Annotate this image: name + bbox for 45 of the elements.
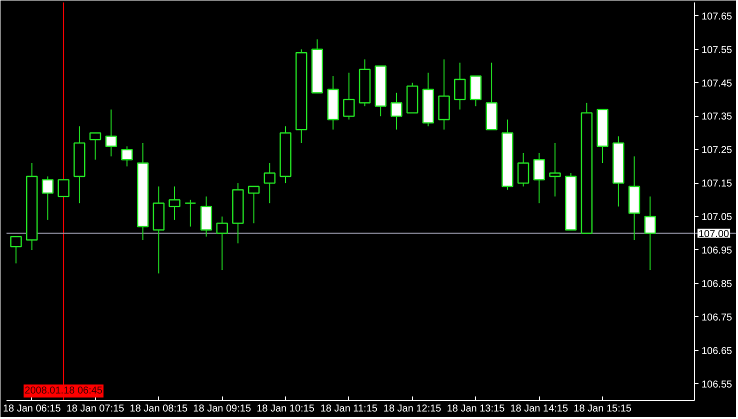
candlestick xyxy=(184,199,196,228)
ref-line-label: 2008.01.18 06:45 xyxy=(24,386,103,396)
candlestick xyxy=(343,72,355,120)
candlestick xyxy=(644,196,656,271)
y-tick-label: 107.65 xyxy=(702,11,733,22)
candlestick xyxy=(438,58,450,130)
y-tick-label: 107.45 xyxy=(702,78,733,90)
candlestick xyxy=(200,196,212,238)
candlestick xyxy=(89,132,102,160)
candlestick xyxy=(216,216,228,271)
y-tick-label: 106.55 xyxy=(702,379,733,390)
y-tick-label: 106.75 xyxy=(702,312,733,324)
candlestick xyxy=(470,75,482,107)
candlestick xyxy=(248,186,260,224)
ref-line-label: 107.00 xyxy=(698,228,730,240)
candlestick xyxy=(42,176,54,220)
y-tick-label: 106.65 xyxy=(702,346,733,357)
candlestick xyxy=(10,236,22,264)
candlestick xyxy=(58,179,70,198)
x-tick-label: 18 Jan 07:15 xyxy=(66,404,125,414)
y-tick-label: 106.85 xyxy=(702,278,733,290)
x-tick-label: 18 Jan 09:15 xyxy=(193,404,252,414)
y-tick-label: 107.25 xyxy=(702,145,733,156)
candlestick xyxy=(517,152,530,187)
y-tick-label: 107.55 xyxy=(702,44,733,56)
x-tick-label: 18 Jan 06:15 xyxy=(2,404,62,414)
x-tick-label: 18 Jan 08:15 xyxy=(130,404,188,414)
x-tick-label: 18 Jan 11:15 xyxy=(320,404,378,414)
x-tick-label: 18 Jan 12:15 xyxy=(383,404,442,414)
y-tick-label: 107.15 xyxy=(702,178,733,190)
x-tick-label: 18 Jan 14:15 xyxy=(510,404,568,414)
candlestick xyxy=(168,186,180,220)
y-tick-label: 107.35 xyxy=(702,112,733,123)
x-tick-label: 18 Jan 13:15 xyxy=(446,404,506,414)
candlestick xyxy=(549,142,561,197)
candlestick xyxy=(390,92,402,130)
candlestick xyxy=(121,146,133,167)
candlestick xyxy=(533,152,546,204)
candlestick xyxy=(264,162,276,204)
y-tick-label: 106.95 xyxy=(702,245,733,256)
candlestick xyxy=(454,62,466,110)
y-tick-label: 107.05 xyxy=(702,212,733,224)
candlestick xyxy=(105,109,118,157)
x-tick-label: 18 Jan 10:15 xyxy=(256,404,315,414)
x-tick-label: 18 Jan 15:15 xyxy=(574,404,632,414)
